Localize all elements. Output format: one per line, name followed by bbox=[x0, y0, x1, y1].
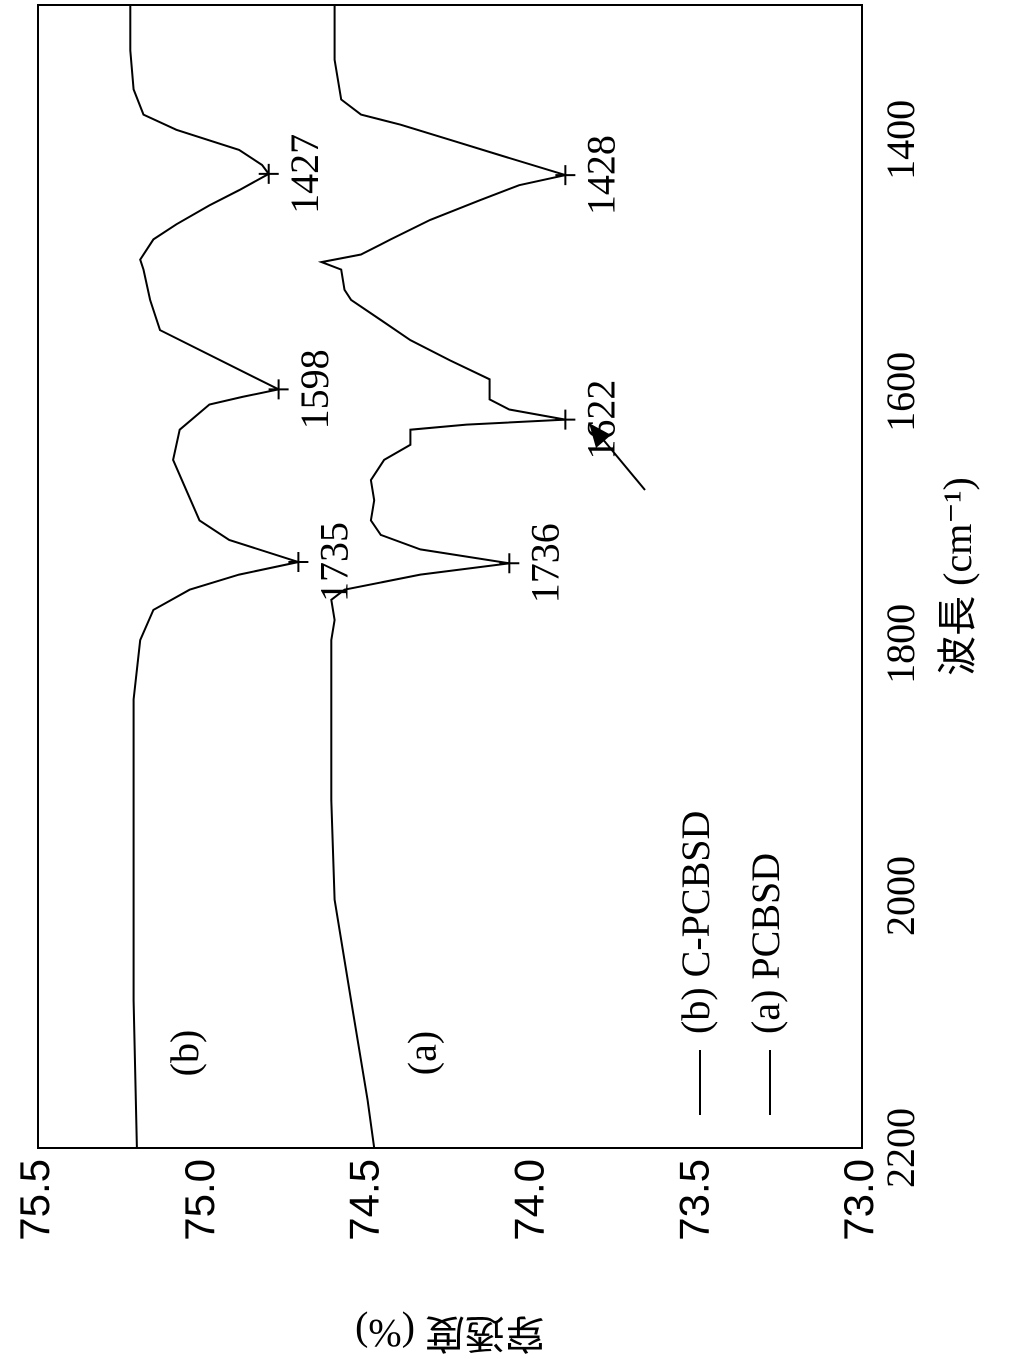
plot-border bbox=[37, 4, 863, 1149]
x-tick-label: 2200 bbox=[878, 1108, 923, 1188]
legend-label: (a) PCBSD bbox=[743, 853, 788, 1034]
curve-label: (b) bbox=[162, 1030, 207, 1077]
series-line bbox=[317, 5, 570, 1149]
x-tick-label: 1600 bbox=[878, 352, 923, 432]
arrow-head bbox=[589, 423, 611, 448]
y-tick-label: 74.0 bbox=[505, 1159, 552, 1241]
y-tick-label: 73.5 bbox=[670, 1159, 717, 1241]
y-tick-label: 74.5 bbox=[341, 1159, 388, 1241]
arrow-line bbox=[600, 436, 646, 491]
annotation-label: 1736 bbox=[522, 523, 567, 603]
y-axis-label: 穿透度 (%) bbox=[355, 1311, 545, 1356]
y-tick-label: 75.5 bbox=[11, 1159, 58, 1241]
x-tick-label: 1800 bbox=[878, 604, 923, 684]
y-tick-label: 73.0 bbox=[835, 1159, 882, 1241]
annotation-label: 1427 bbox=[282, 134, 327, 214]
x-tick-label: 2000 bbox=[878, 856, 923, 936]
annotation-label: 1622 bbox=[579, 380, 624, 460]
y-tick-label: 75.0 bbox=[176, 1159, 223, 1241]
series-line bbox=[129, 5, 303, 1149]
annotation-label: 1735 bbox=[312, 522, 357, 602]
plot-frame: 73.0 73.5 74.0 74.5 75.0 75.5 2200 2000 1800 1600… bbox=[11, 4, 980, 1356]
x-axis-label: 波長 (cm⁻¹) bbox=[935, 477, 980, 676]
curve-label: (a) bbox=[399, 1031, 444, 1075]
annotation-label: 1598 bbox=[292, 349, 337, 429]
x-tick-label: 1400 bbox=[878, 100, 923, 180]
annotation-label: 1428 bbox=[579, 135, 624, 215]
legend-label: (b) C-PCBSD bbox=[673, 811, 718, 1034]
